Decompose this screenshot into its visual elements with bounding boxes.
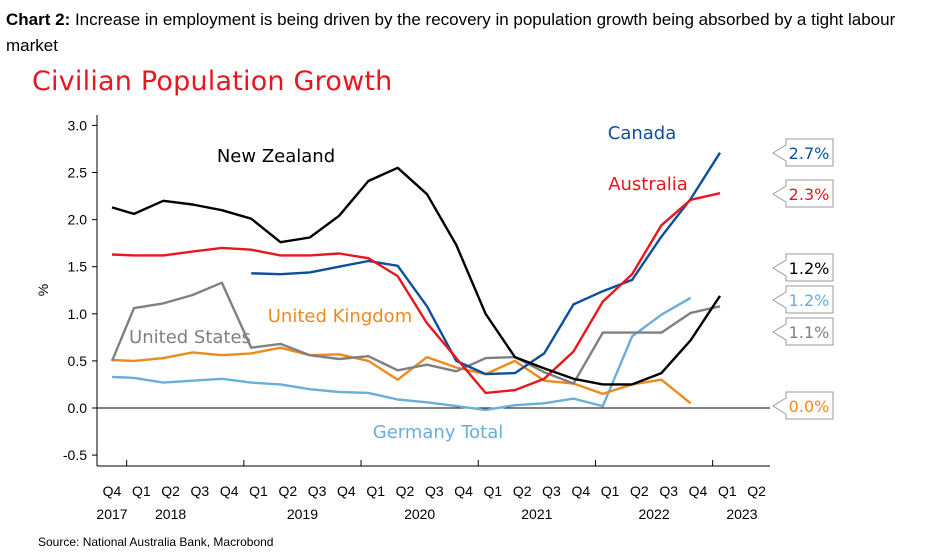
x-tick-label: Q2 [396, 483, 415, 499]
y-tick-label: 0.5 [68, 353, 88, 369]
callout-box [772, 179, 834, 208]
value-callout: 1.1% [772, 317, 834, 346]
x-tick-label: Q4 [454, 483, 473, 499]
x-tick-label: Q3 [425, 483, 444, 499]
y-tick-label: 2.5 [68, 165, 88, 181]
x-tick-label: Q1 [366, 483, 385, 499]
x-tick-label: Q2 [161, 483, 180, 499]
x-tick-label: Q3 [542, 483, 561, 499]
callout-value: 1.2% [789, 259, 830, 278]
callout-value: 1.2% [789, 291, 830, 310]
callout-value: 1.1% [789, 323, 830, 342]
x-tick-label: Q1 [249, 483, 268, 499]
x-tick-label: Q4 [103, 483, 122, 499]
x-tick-label: Q4 [689, 483, 708, 499]
x-tick-label: Q2 [278, 483, 297, 499]
series-label-australia: Australia [608, 174, 688, 195]
callout-value: 2.3% [789, 185, 830, 204]
series-labels: New Zealand Australia Canada United States U… [129, 123, 688, 443]
series-label-united-states: United States [129, 327, 251, 348]
x-tick-label: Q1 [718, 483, 737, 499]
y-tick-label: 3.0 [68, 117, 88, 133]
chart-title: Civilian Population Growth [32, 66, 393, 97]
series-line-australia [111, 192, 721, 395]
x-tick-label: Q1 [601, 483, 620, 499]
x-tick-label: Q3 [659, 483, 678, 499]
caption-prefix: Chart 2: [6, 10, 71, 29]
x-tick-label: Q4 [571, 483, 590, 499]
source-note: Source: National Australia Bank, Macrobo… [38, 535, 274, 549]
x-tick-label: Q2 [630, 483, 649, 499]
callout-box [772, 391, 834, 420]
value-callout: 2.3% [772, 179, 834, 208]
value-callout: 1.2% [772, 285, 834, 314]
x-tick-label: Q2 [747, 483, 766, 499]
x-tick-label: Q3 [191, 483, 210, 499]
x-year-label: 2018 [155, 506, 186, 522]
y-tick-label: -0.5 [63, 447, 87, 463]
x-tick-label: Q4 [220, 483, 239, 499]
callout-box [772, 317, 834, 346]
y-tick-label: 1.5 [68, 259, 88, 275]
x-tick-label: Q2 [513, 483, 532, 499]
series-line-germany-total [111, 296, 692, 412]
y-axis-label: % [35, 284, 51, 296]
x-tick-label: Q1 [484, 483, 503, 499]
chart-axes: 3.0 2.5 2.0 1.5 1.0 0.5 0.0 -0.5% Q4 Q1 Q2 Q3 Q4 Q1 Q2… [35, 115, 770, 522]
series-label-canada: Canada [608, 123, 677, 144]
series-label-germany-total: Germany Total [373, 422, 504, 443]
x-tick-label: Q3 [308, 483, 327, 499]
chart-caption: Chart 2: Increase in employment is being… [6, 7, 941, 59]
series-label-new-zealand: New Zealand [217, 146, 335, 167]
x-year-label: 2019 [287, 506, 318, 522]
callout-box [772, 253, 834, 282]
value-callouts: 2.7% 2.3% 1.2% 1.2% 1.1% 0.0% [772, 138, 834, 420]
y-tick-label: 1.0 [68, 306, 88, 322]
callout-value: 0.0% [789, 397, 830, 416]
x-year-label: 2021 [521, 506, 552, 522]
x-tick-label: Q1 [132, 483, 151, 499]
series-line-united-states [110, 281, 721, 385]
caption-text: Increase in employment is being driven b… [6, 10, 896, 55]
callout-box [772, 138, 834, 167]
x-year-label: 2017 [96, 506, 127, 522]
value-callout: 0.0% [772, 391, 834, 420]
y-tick-label: 2.0 [68, 212, 88, 228]
y-tick-label: 0.0 [68, 400, 88, 416]
x-year-label: 2020 [404, 506, 435, 522]
x-tick-label: Q4 [337, 483, 356, 499]
series-line-canada [251, 152, 722, 376]
callout-value: 2.7% [789, 144, 830, 163]
series-label-united-kingdom: United Kingdom [268, 306, 412, 327]
series-line-new-zealand [111, 166, 722, 386]
value-callout: 1.2% [772, 253, 834, 282]
chart-series [110, 152, 722, 412]
value-callout: 2.7% [772, 138, 834, 167]
x-year-label: 2023 [726, 506, 757, 522]
x-year-label: 2022 [638, 506, 669, 522]
callout-box [772, 285, 834, 314]
series-line-united-kingdom [111, 346, 692, 405]
